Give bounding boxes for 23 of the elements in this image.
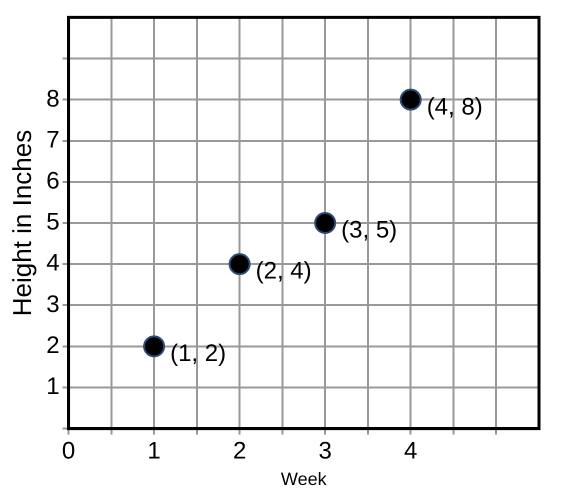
- data-label: (2, 4): [256, 258, 312, 285]
- point: [400, 88, 422, 111]
- y-tick-label: 8: [46, 85, 60, 112]
- data-label: (1, 2): [170, 340, 226, 367]
- x-tick-label: 0: [62, 438, 76, 465]
- x-axis-title: Week: [280, 469, 328, 490]
- y-tick-label: 5: [46, 208, 60, 236]
- y-axis-title: Height in Inches: [6, 130, 37, 316]
- y-tick-label: 7: [46, 126, 60, 154]
- x-tick-label: 3: [318, 438, 332, 465]
- data-label: (4, 8): [426, 93, 483, 120]
- x-tick-label: 4: [404, 438, 418, 465]
- point: [314, 212, 336, 234]
- data-label: (3, 5): [341, 216, 398, 244]
- x-tick-label: 2: [232, 438, 246, 465]
- y-tick-label: 3: [46, 290, 60, 318]
- y-tick-label: 4: [46, 250, 60, 277]
- y-tick-label: 1: [46, 373, 60, 400]
- point: [143, 335, 166, 358]
- point: [228, 253, 251, 276]
- y-tick-label: 2: [46, 332, 60, 359]
- y-tick-label: 6: [46, 168, 60, 195]
- x-tick-label: 1: [147, 438, 161, 465]
